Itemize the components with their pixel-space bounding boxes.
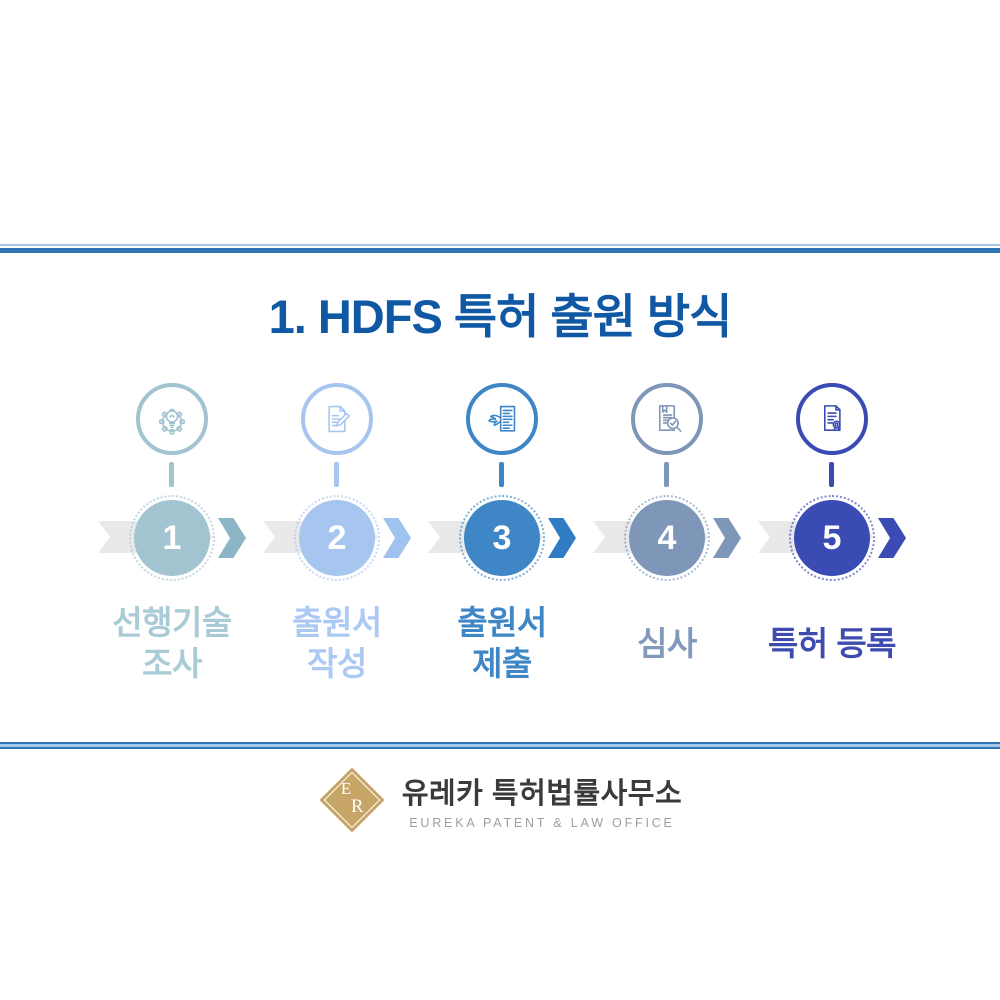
connector-line <box>499 462 504 487</box>
step-number-circle: 1 <box>134 500 210 576</box>
top-divider <box>0 244 1000 253</box>
step-number-circle: 4 <box>629 500 705 576</box>
chevron-right-icon <box>713 518 741 558</box>
monogram-letter-e: E <box>340 779 352 798</box>
step-number-ring <box>624 495 710 581</box>
step-number-ring <box>294 495 380 581</box>
step-number-circle: 5 <box>794 500 870 576</box>
step-number-ring <box>459 495 545 581</box>
process-step-2: 2 출원서 작성 <box>252 380 422 700</box>
connector-line <box>334 462 339 487</box>
monogram-letter-r: R <box>350 796 364 817</box>
step-number: 1 <box>162 518 182 557</box>
chevron-right-icon <box>383 518 411 558</box>
connector-line <box>829 462 834 487</box>
step-label: 선행기술 조사 <box>112 604 232 682</box>
step-number-circle: 2 <box>299 500 375 576</box>
connector-line <box>169 462 174 487</box>
step-number-ring <box>129 495 215 581</box>
certificate-icon <box>796 383 868 455</box>
firm-name: 유레카 특허법률사무소 <box>401 778 683 810</box>
idea-gear-icon <box>136 383 208 455</box>
chevron-right-icon <box>218 518 246 558</box>
step-label: 출원서 제출 <box>457 604 547 682</box>
step-label: 특허 등록 <box>767 624 897 662</box>
connector-line <box>664 462 669 487</box>
process-step-4: 4 심사 <box>582 380 752 700</box>
step-label: 심사 <box>637 624 697 662</box>
chevron-right-icon <box>878 518 906 558</box>
step-label: 출원서 작성 <box>292 604 382 682</box>
document-write-icon <box>301 383 373 455</box>
process-step-3: 3 출원서 제출 <box>417 380 587 700</box>
step-number: 5 <box>822 518 842 557</box>
process-step-1: 1 선행기술 조사 <box>87 380 257 700</box>
document-review-icon <box>631 383 703 455</box>
logo-text: 유레카 특허법률사무소 EUREKA PATENT & LAW OFFICE <box>402 770 682 830</box>
chevron-right-icon <box>548 518 576 558</box>
step-number: 3 <box>492 518 512 557</box>
bottom-divider <box>0 742 1000 749</box>
step-number-circle: 3 <box>464 500 540 576</box>
step-number-ring <box>789 495 875 581</box>
step-number: 2 <box>327 518 347 557</box>
step-number: 4 <box>657 518 677 557</box>
footer-logo: E R 유레카 특허법률사무소 EUREKA PATENT & LAW OFFI… <box>0 766 1000 834</box>
process-step-5: 5 특허 등록 <box>747 380 917 700</box>
document-submit-icon <box>466 383 538 455</box>
firm-subtitle: EUREKA PATENT & LAW OFFICE <box>409 816 675 830</box>
page-title: 1. HDFS 특허 출원 방식 <box>268 290 733 343</box>
eureka-diamond-logo-icon: E R <box>318 766 386 834</box>
